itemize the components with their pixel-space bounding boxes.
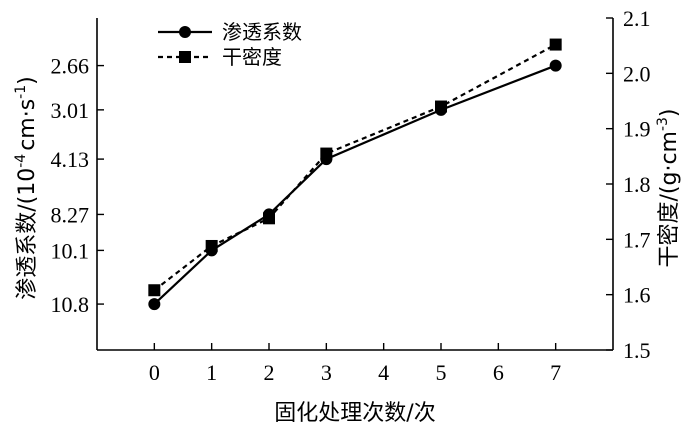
left-y-tick-label: 8.27 [51,202,90,227]
right-y-axis-title: 干密度/(g·cm-3) [655,108,682,267]
right-y-tick-label: 2.0 [623,61,651,86]
right-y-tick-label: 1.8 [623,172,651,197]
left-y-title-exp1: -4 [13,154,29,168]
right-y-tick-label: 2.1 [623,6,651,31]
left-y-tick-label: 3.01 [51,98,90,123]
x-tick-label: 5 [436,360,447,385]
right-y-title-main: 干密度/(g·cm [657,131,682,267]
axes [96,18,614,351]
left-y-title-main: 渗透系数/(10 [15,168,40,300]
permeability-point [549,59,562,72]
left-y-title-mid: cm·s [15,99,40,151]
left-y-tick-label: 10.8 [51,292,90,317]
right-y-tick-label: 1.6 [623,283,651,308]
x-tick-label: 1 [206,360,217,385]
x-tick-label: 7 [550,360,561,385]
permeability-line [153,64,557,305]
dry-density-point [435,100,447,113]
x-axis-title: 固化处理次数/次 [274,401,435,426]
x-tick-label: 6 [493,360,504,385]
left-y-ticks: 10.8 10.1 8.27 4.13 3.01 2.66 [51,54,104,317]
left-y-tick-label: 4.13 [51,147,90,172]
x-ticks: 0 1 2 3 4 5 6 7 [149,343,561,385]
x-tick-label: 3 [321,360,332,385]
x-tick-label: 2 [264,360,275,385]
dry-density-point [148,284,161,297]
left-y-tick-label: 2.66 [51,54,90,79]
legend-marker-permeability [179,26,191,38]
left-y-tick-label: 10.1 [51,238,90,263]
x-tick-label: 0 [149,360,160,385]
dry-density-point [320,147,333,160]
legend-marker-dry-density [179,51,191,63]
legend: 渗透系数 干密度 [158,20,302,69]
permeability-point [148,298,161,311]
right-y-title-end: ) [657,108,682,117]
right-y-tick-label: 1.7 [623,227,651,252]
x-tick-label: 4 [378,360,389,385]
series-layer [148,38,562,311]
left-y-axis-title: 渗透系数/(10-4 cm·s-1) [13,76,40,300]
right-y-title-exp: -3 [655,117,671,131]
legend-label-permeability: 渗透系数 [222,20,302,44]
dry-density-point [263,212,275,225]
right-y-ticks: 1.5 1.6 1.7 1.8 1.9 2.0 2.1 [606,6,651,363]
left-y-title-end: ) [15,76,40,85]
legend-label-dry-density: 干密度 [222,45,282,69]
dry-density-point [549,38,562,51]
right-y-tick-label: 1.5 [623,338,651,363]
left-y-title-exp2: -1 [13,85,29,99]
dry-density-point [205,239,218,252]
right-y-tick-label: 1.9 [623,117,651,142]
